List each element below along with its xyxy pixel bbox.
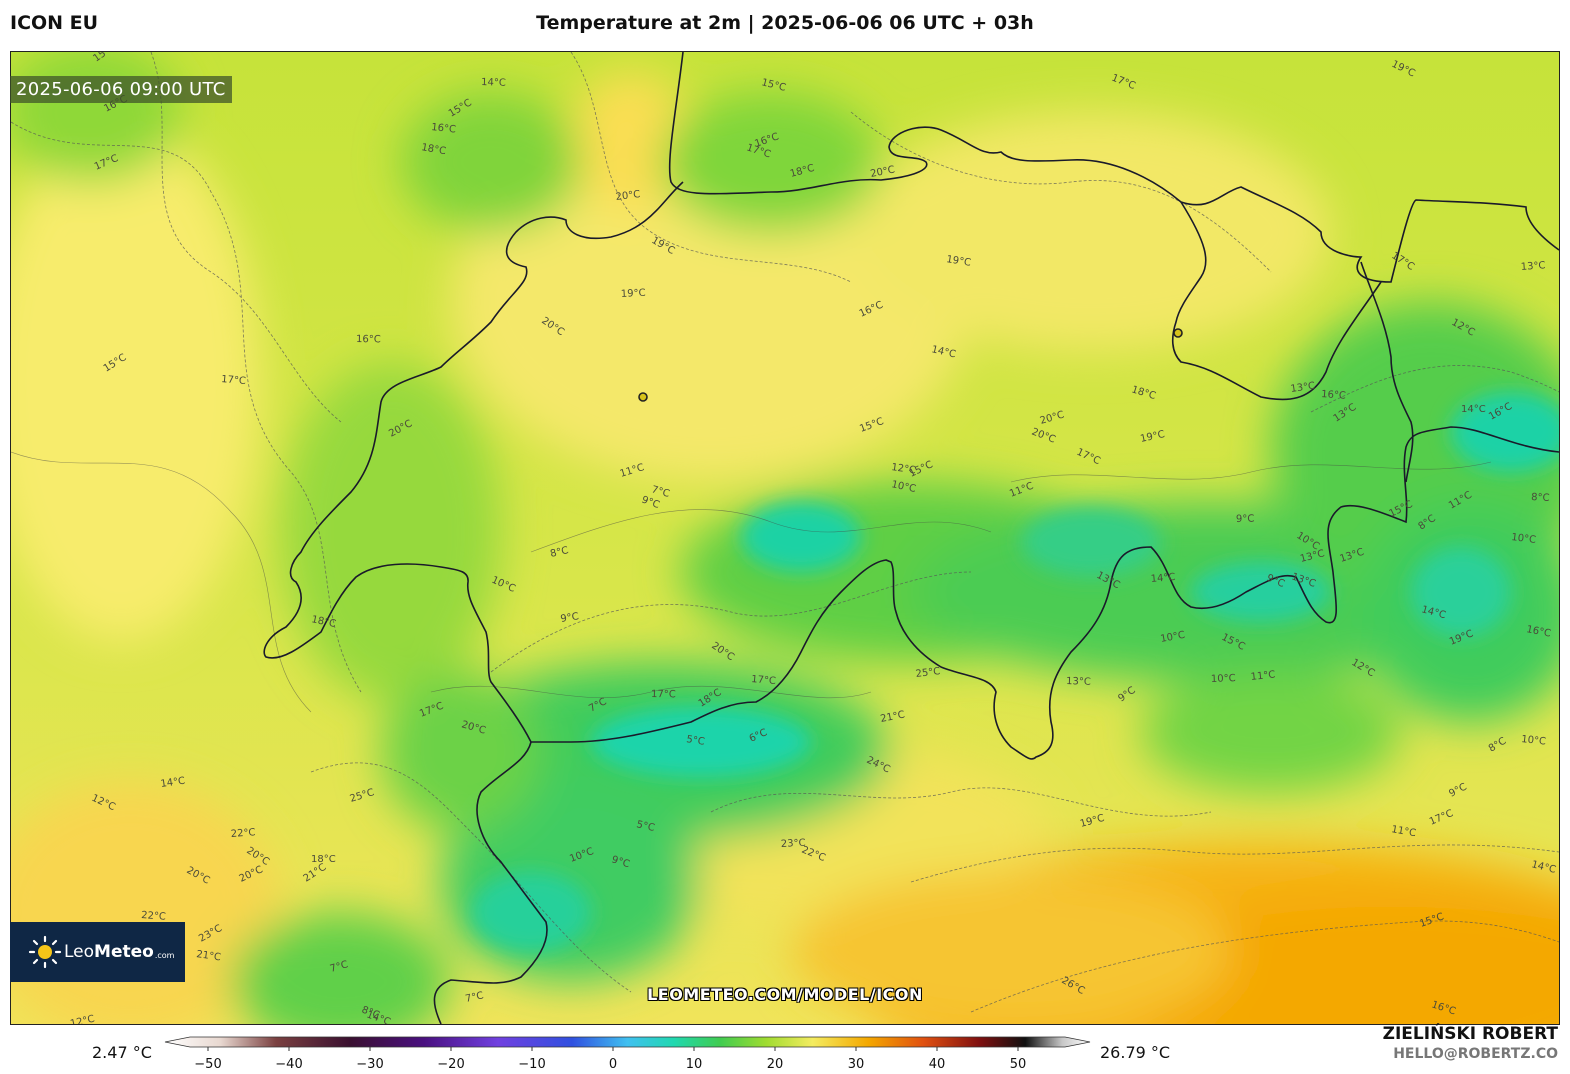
isotherm-label: 12°C xyxy=(891,462,917,476)
isotherm-label: 16°C xyxy=(356,334,381,345)
logo-text: LeoMeteo xyxy=(64,942,154,962)
legend-min-value: 2.47 °C xyxy=(92,1043,152,1062)
isotherm-label: 10°C xyxy=(890,479,916,495)
city-marker[interactable] xyxy=(638,392,648,402)
colorbar-ticks: −50 −40 −30 −20 −10 0 10 20 30 40 50 xyxy=(194,1047,1026,1072)
source-watermark: LEOMETEO.COM/MODEL/ICON xyxy=(647,985,923,1004)
colorbar-tick-label: 20 xyxy=(767,1057,784,1072)
isotherm-label: 17°C xyxy=(751,674,777,687)
temperature-colorbar: −50 −40 −30 −20 −10 0 10 20 30 40 50 xyxy=(164,1036,1091,1072)
isotherm-label: 22°C xyxy=(230,827,255,840)
colorbar-tick-label: 0 xyxy=(609,1057,617,1072)
colorbar-tick-label: −50 xyxy=(194,1057,221,1072)
isotherm-label: 12°C xyxy=(69,1014,96,1024)
isotherm-label: 7°C xyxy=(650,484,671,500)
isotherm-label: 25°C xyxy=(915,666,941,680)
isotherm-label: 11°C xyxy=(1390,824,1416,839)
isotherm-label: 18°C xyxy=(420,142,446,157)
isotherm-label: 14°C xyxy=(930,344,957,360)
isotherm-label: 20°C xyxy=(869,164,895,180)
isotherm-label: 14°C xyxy=(1461,404,1486,415)
isotherm-label: 7°C xyxy=(329,959,350,975)
isotherm-label: 10°C xyxy=(1511,532,1537,546)
city-markers[interactable] xyxy=(638,328,1183,402)
isotherm-label: 19°C xyxy=(621,288,646,300)
author-name: ZIELIŃSKI ROBERT xyxy=(1382,1024,1558,1044)
isotherm-label: 23°C xyxy=(781,838,806,850)
isotherm-label: 9°C xyxy=(1236,514,1255,525)
isotherm-label: 10°C xyxy=(1211,673,1236,685)
colorbar-tick-label: 10 xyxy=(686,1057,703,1072)
colorbar-tick-label: 50 xyxy=(1010,1057,1027,1072)
isotherm-label: 16°C xyxy=(431,122,457,136)
isotherm-solid xyxy=(11,451,1492,713)
colorbar-tick-label: 40 xyxy=(929,1057,946,1072)
isotherm-label: 16°C xyxy=(1525,624,1551,640)
temperature-map[interactable]: 15°C 14°C 15°C 16°C 16°C 18°C 17°C 15°C 16°C 17°C… xyxy=(10,51,1560,1025)
valid-time-badge: 2025-06-06 09:00 UTC xyxy=(10,76,232,103)
colorbar-tick-label: −40 xyxy=(275,1057,302,1072)
isotherm-contours xyxy=(11,52,1559,1013)
isotherm-label: 20°C xyxy=(615,189,641,203)
isotherm-label: 8°C xyxy=(549,545,569,560)
isotherm-label: 14°C xyxy=(1150,572,1176,585)
isotherm-label: 13°C xyxy=(1066,676,1091,688)
temperature-field xyxy=(11,52,1559,1024)
leometeo-logo[interactable]: LeoMeteo .com xyxy=(10,922,185,982)
isotherm-label: 21°C xyxy=(196,949,222,963)
isotherm-label: 14°C xyxy=(481,77,506,89)
isotherm-label: 7°C xyxy=(464,990,484,1005)
isotherm-label: 10°C xyxy=(1521,734,1547,748)
isotherm-label: 17°C xyxy=(651,689,676,700)
author-email[interactable]: HELLO@ROBERTZ.CO xyxy=(1393,1046,1558,1062)
isotherm-label: 13°C xyxy=(1520,260,1545,273)
isotherm-label: 18°C xyxy=(310,614,336,630)
colorbar-tick-label: −30 xyxy=(356,1057,383,1072)
isotherm-label: 19°C xyxy=(946,254,972,269)
isotherm-label: 11°C xyxy=(1250,669,1276,683)
isotherm-label: 9°C xyxy=(560,611,580,625)
sun-icon xyxy=(28,935,62,969)
map-title: Temperature at 2m | 2025-06-06 06 UTC + … xyxy=(536,12,1034,34)
legend-max-value: 26.79 °C xyxy=(1100,1043,1171,1062)
isotherm-label: 19°C xyxy=(1139,429,1165,445)
isotherm-label: 21°C xyxy=(879,709,905,725)
isotherm-label: 17°C xyxy=(221,374,247,387)
city-marker[interactable] xyxy=(1173,328,1183,338)
model-name: ICON EU xyxy=(10,12,99,34)
isotherm-label: 18°C xyxy=(311,854,336,865)
colorbar-tick-label: −10 xyxy=(518,1057,545,1072)
isotherm-label: 9°C xyxy=(610,854,631,870)
isotherm-label: 8°C xyxy=(1531,492,1550,504)
isotherm-label: 5°C xyxy=(686,734,706,748)
colorbar-tick-label: −20 xyxy=(437,1057,464,1072)
colorbar-tick-label: 30 xyxy=(848,1057,865,1072)
isotherm-label: 5°C xyxy=(635,819,655,834)
isotherm-label: 16°C xyxy=(1321,389,1346,402)
map-canvas: 15°C14°C15°C16°C16°C18°C17°C15°C16°C17°C… xyxy=(11,52,1559,1024)
isotherm-label: 13°C xyxy=(1290,381,1316,395)
isotherm-label: 14°C xyxy=(160,776,186,790)
isotherm-label: 10°C xyxy=(1160,630,1186,645)
isotherm-label: 22°C xyxy=(141,910,166,923)
country-borders xyxy=(263,52,1559,1024)
logo-suffix: .com xyxy=(154,950,175,960)
